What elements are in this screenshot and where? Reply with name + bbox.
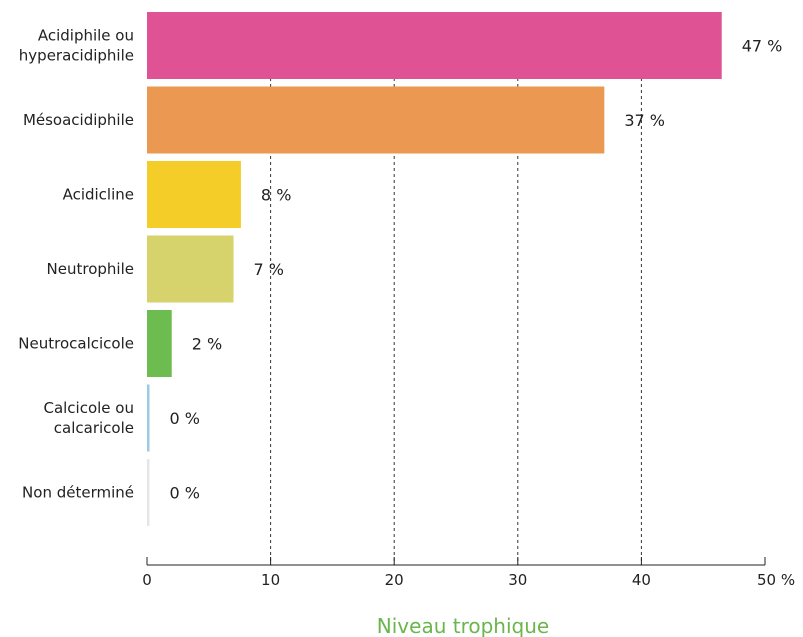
bars [147, 12, 722, 526]
value-label: 47 % [742, 37, 783, 56]
tick-label: 10 [261, 571, 280, 589]
bar [147, 459, 150, 526]
tick-label: 30 [508, 571, 527, 589]
value-label: 0 % [169, 484, 199, 503]
bar [147, 12, 722, 79]
value-label: 0 % [169, 409, 199, 428]
bar [147, 235, 234, 303]
category-label: Calcicole ou calcaricole [43, 399, 134, 437]
x-axis-title: Niveau trophique [377, 614, 549, 637]
bar [147, 86, 605, 154]
bar [147, 310, 172, 377]
category-label: Acidiphile ou hyperacidiphile [19, 27, 134, 65]
x-axis-ticks: 0 10 20 30 40 50 % [142, 557, 795, 589]
category-label: Neutrophile [47, 260, 134, 278]
value-label: 2 % [192, 335, 222, 354]
category-labels: Acidiphile ou hyperacidiphile Mésoacidiphi… [18, 27, 134, 502]
tick-label: 20 [385, 571, 404, 589]
bar [147, 161, 241, 228]
bar [147, 384, 150, 452]
tick-label: 50 % [757, 571, 795, 589]
value-label: 8 % [261, 186, 291, 205]
category-label: Neutrocalcicole [18, 335, 134, 353]
category-label: Non déterminé [22, 484, 134, 502]
category-label: Acidicline [63, 186, 134, 204]
category-label: Mésoacidiphile [23, 111, 134, 129]
value-labels: 47 % 37 % 8 % 7 % 2 % 0 % 0 % [169, 37, 782, 503]
tick-label: 40 [632, 571, 651, 589]
value-label: 37 % [624, 111, 665, 130]
tick-label: 0 [142, 571, 152, 589]
value-label: 7 % [254, 260, 284, 279]
